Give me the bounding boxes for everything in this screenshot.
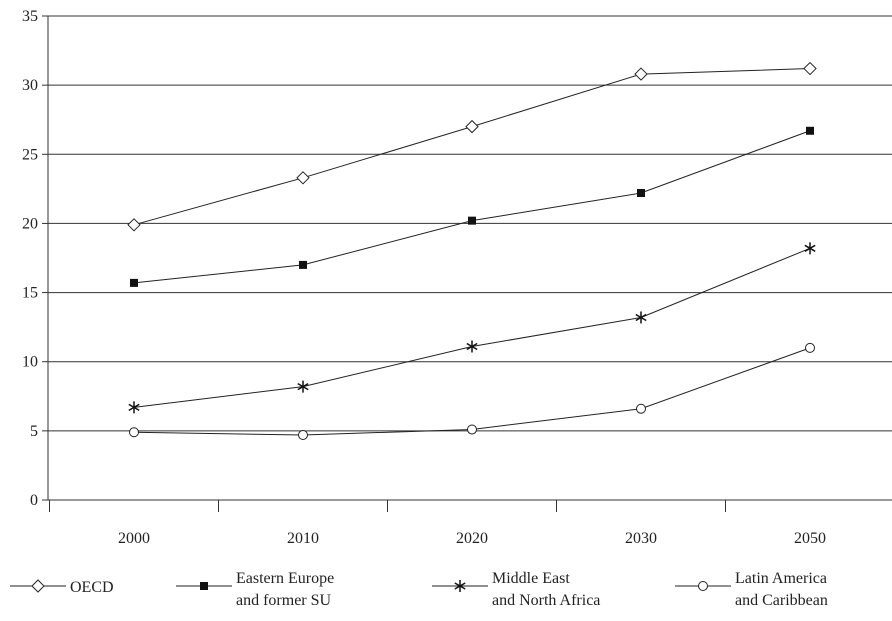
legend-item-2: Middle East and North Africa bbox=[432, 570, 600, 609]
x-tick-label: 2030 bbox=[625, 530, 657, 547]
data-point-s3-3 bbox=[636, 403, 646, 414]
series-line-1 bbox=[133, 130, 811, 284]
data-point-s0-4 bbox=[803, 61, 817, 76]
legend-marker bbox=[31, 579, 45, 593]
y-tick-label: 15 bbox=[22, 285, 38, 302]
legend-marker-stroke bbox=[454, 582, 466, 590]
data-point-s3-2 bbox=[467, 424, 477, 435]
data-point-s3-0 bbox=[129, 427, 139, 438]
series-line-3 bbox=[133, 347, 811, 436]
data-point-s2-3 bbox=[635, 311, 647, 324]
data-point-s1-4 bbox=[806, 126, 814, 135]
y-tick-label: 30 bbox=[22, 77, 38, 94]
tick-labels: 0 5 10 15 20 25 30 35 2000 2010 2020 2030 2050 bbox=[22, 8, 826, 547]
data-point-s1-0 bbox=[130, 278, 138, 287]
legend-marker bbox=[454, 580, 466, 592]
legend-marker bbox=[698, 581, 708, 591]
data-point-s0-0 bbox=[127, 218, 141, 232]
data-point-s0-1 bbox=[296, 171, 310, 185]
series-markers bbox=[127, 61, 817, 441]
data-point-s2-0 bbox=[128, 401, 140, 414]
data-point-s3-1 bbox=[298, 430, 308, 441]
data-point-s2-1 bbox=[297, 380, 309, 393]
y-tick-label: 35 bbox=[22, 8, 38, 25]
data-point-s0-3 bbox=[634, 67, 648, 81]
legend-label-line: Latin America bbox=[735, 570, 827, 587]
y-tick-label: 25 bbox=[22, 146, 38, 163]
axes bbox=[42, 15, 892, 512]
y-tick-label: 0 bbox=[30, 492, 38, 509]
legend-item-1: Eastern Europe and former SU bbox=[176, 570, 334, 609]
legend-marker bbox=[200, 582, 208, 590]
legend-label-line: and North Africa bbox=[492, 592, 600, 609]
legend-label-line: Middle East bbox=[492, 570, 570, 587]
x-tick-label: 2010 bbox=[287, 530, 319, 547]
data-point-s2-2 bbox=[466, 340, 478, 353]
data-point-s2-0-stroke bbox=[128, 403, 140, 411]
grid-lines bbox=[48, 15, 892, 432]
legend-label-line: and Caribbean bbox=[735, 592, 828, 609]
data-point-s3-4 bbox=[805, 342, 815, 353]
x-tick-label: 2000 bbox=[118, 530, 150, 547]
data-point-s1-3 bbox=[637, 189, 645, 198]
y-tick-label: 10 bbox=[22, 354, 38, 371]
data-point-s2-4-stroke bbox=[804, 244, 816, 252]
data-point-s0-2 bbox=[465, 119, 479, 134]
legend-label-line: Eastern Europe bbox=[236, 570, 334, 587]
data-point-s1-1 bbox=[299, 260, 307, 269]
data-point-s2-3-stroke bbox=[635, 313, 647, 322]
legend-item-0: OECD bbox=[10, 579, 114, 596]
legend-label-line: and former SU bbox=[236, 592, 332, 609]
data-point-s1-2 bbox=[468, 216, 476, 225]
data-point-s2-4 bbox=[804, 242, 816, 255]
legend-label: OECD bbox=[70, 579, 114, 596]
legend-item-3: Latin America and Caribbean bbox=[675, 570, 828, 609]
data-point-s2-2-stroke bbox=[466, 342, 478, 351]
y-tick-label: 5 bbox=[30, 423, 38, 440]
legend: OECD Eastern Europe and former SU Middle Ea… bbox=[10, 570, 828, 609]
x-tick-label: 2020 bbox=[456, 530, 488, 547]
x-tick-label: 2050 bbox=[794, 530, 826, 547]
data-point-s2-1-stroke bbox=[297, 382, 309, 391]
series-line-0 bbox=[133, 68, 811, 226]
y-tick-label: 20 bbox=[22, 215, 38, 232]
